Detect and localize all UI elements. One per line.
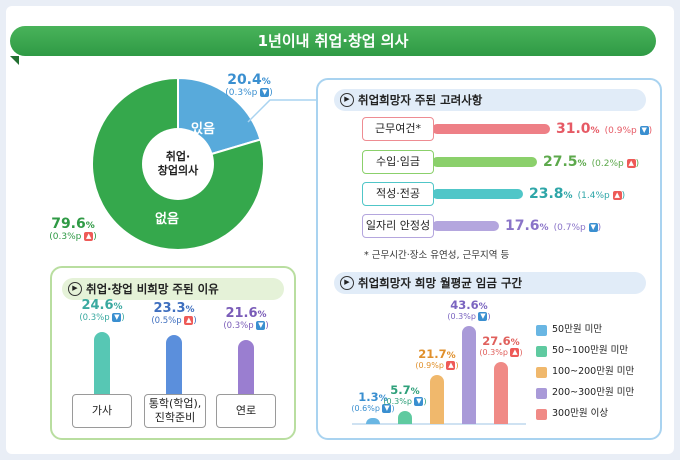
down-arrow-icon: ▼ xyxy=(588,223,598,232)
wage-label-4: 27.6% (0.3%p ▲) xyxy=(479,334,523,357)
factor-bar-3 xyxy=(432,221,499,231)
pie-center-label-line1: 취업· xyxy=(165,150,191,163)
banner-fold xyxy=(10,56,19,65)
up-arrow-icon: ▲ xyxy=(510,348,520,357)
down-arrow-icon: ▼ xyxy=(639,126,649,135)
pie-yes-value-block: 20.4% (0.3%p ▼) xyxy=(218,72,280,98)
legend-swatch-4 xyxy=(536,409,547,420)
down-arrow-icon: ▼ xyxy=(256,321,266,330)
play-icon: ▶ xyxy=(68,282,82,296)
play-icon: ▶ xyxy=(340,276,354,290)
factor-label-1: 수입·임금 xyxy=(362,150,434,174)
pie-connector xyxy=(247,99,336,123)
up-arrow-icon: ▲ xyxy=(184,316,194,325)
reason-bar-2 xyxy=(238,340,254,396)
wage-label-2: 21.7% (0.9%p ▲) xyxy=(415,347,459,370)
down-arrow-icon: ▼ xyxy=(414,397,424,406)
pie-yes-label: 있음 xyxy=(191,122,215,137)
up-arrow-icon: ▲ xyxy=(446,361,456,370)
wage-baseline xyxy=(352,423,526,425)
factor-value-1: 27.5% (0.2%p ▲) xyxy=(543,154,640,170)
page-title: 1년이내 취업·창업 의사 xyxy=(10,26,656,56)
pie-center-label: 취업· 창업의사 xyxy=(130,150,226,178)
wage-bar-4 xyxy=(494,362,508,424)
wage-bar-2 xyxy=(430,375,444,424)
factor-label-2: 적성·전공 xyxy=(362,182,434,206)
factor-bar-2 xyxy=(432,189,523,199)
reason-value-0: 24.6% (0.3%p ▼) xyxy=(79,298,125,323)
play-icon: ▶ xyxy=(340,93,354,107)
wage-label-1: 5.7% (0.3%p ▼) xyxy=(383,383,427,406)
factors-footnote: * 근무시간·장소 유연성, 근무지역 등 xyxy=(364,250,510,261)
down-arrow-icon: ▼ xyxy=(260,88,270,97)
pie-hole xyxy=(142,128,214,200)
wage-bar-1 xyxy=(398,411,412,424)
wage-bar-3 xyxy=(462,326,476,424)
reason-value-1: 23.3% (0.5%p ▲) xyxy=(151,301,197,326)
legend-swatch-0 xyxy=(536,325,547,336)
legend-label-2: 100~200만원 미만 xyxy=(552,366,635,377)
reason-bar-1 xyxy=(166,335,182,396)
legend-swatch-2 xyxy=(536,367,547,378)
down-arrow-icon: ▼ xyxy=(112,313,122,322)
legend-label-1: 50~100만원 미만 xyxy=(552,345,629,356)
intent-pie-chart xyxy=(91,76,265,251)
down-arrow-icon: ▼ xyxy=(478,312,488,321)
legend-swatch-3 xyxy=(536,388,547,399)
factor-value-2: 23.8% (1.4%p ▲) xyxy=(529,186,626,202)
legend-label-4: 300만원 이상 xyxy=(552,408,609,419)
down-arrow-icon: ▼ xyxy=(382,404,392,413)
up-arrow-icon: ▲ xyxy=(626,159,636,168)
legend-swatch-1 xyxy=(536,346,547,357)
wage-title: ▶ 취업희망자 희망 월평균 임금 구간 xyxy=(334,272,646,294)
factor-value-0: 31.0% (0.9%p ▼) xyxy=(556,121,653,137)
pie-no-value-block: 79.6% (0.3%p ▲) xyxy=(42,216,104,242)
wage-label-3: 43.6% (0.3%p ▼) xyxy=(447,298,491,321)
factor-bar-1 xyxy=(432,157,537,167)
reason-label-0: 가사 xyxy=(72,394,132,428)
factors-title: ▶ 취업희망자 주된 고려사항 xyxy=(334,89,646,111)
pie-yes-change: (0.3%p ▼) xyxy=(225,88,273,98)
reason-label-2: 연로 xyxy=(216,394,276,428)
pie-no-label: 없음 xyxy=(155,212,179,227)
up-arrow-icon: ▲ xyxy=(84,232,94,241)
pie-center-label-line2: 창업의사 xyxy=(157,164,199,177)
pie-no-value: 79.6% xyxy=(51,216,95,232)
reason-value-2: 21.6% (0.3%p ▼) xyxy=(223,306,269,331)
factor-label-3: 일자리 안정성 xyxy=(362,214,434,238)
wage-bar-0 xyxy=(366,418,380,424)
factor-bar-0 xyxy=(432,124,550,134)
up-arrow-icon: ▲ xyxy=(612,191,622,200)
factor-value-3: 17.6% (0.7%p ▼) xyxy=(505,218,602,234)
legend-label-0: 50만원 미만 xyxy=(552,324,603,335)
pie-yes-value: 20.4% xyxy=(227,72,271,88)
pie-no-change: (0.3%p ▲) xyxy=(49,232,97,242)
reason-bar-0 xyxy=(94,332,110,396)
reasons-title: ▶ 취업·창업 비희망 주된 이유 xyxy=(62,278,284,300)
factor-label-0: 근무여건* xyxy=(362,117,434,141)
wage-label-0: 1.3% (0.6%p ▼) xyxy=(351,390,395,413)
legend-label-3: 200~300만원 미만 xyxy=(552,387,635,398)
reason-label-1: 통학(학업), 진학준비 xyxy=(144,394,206,428)
